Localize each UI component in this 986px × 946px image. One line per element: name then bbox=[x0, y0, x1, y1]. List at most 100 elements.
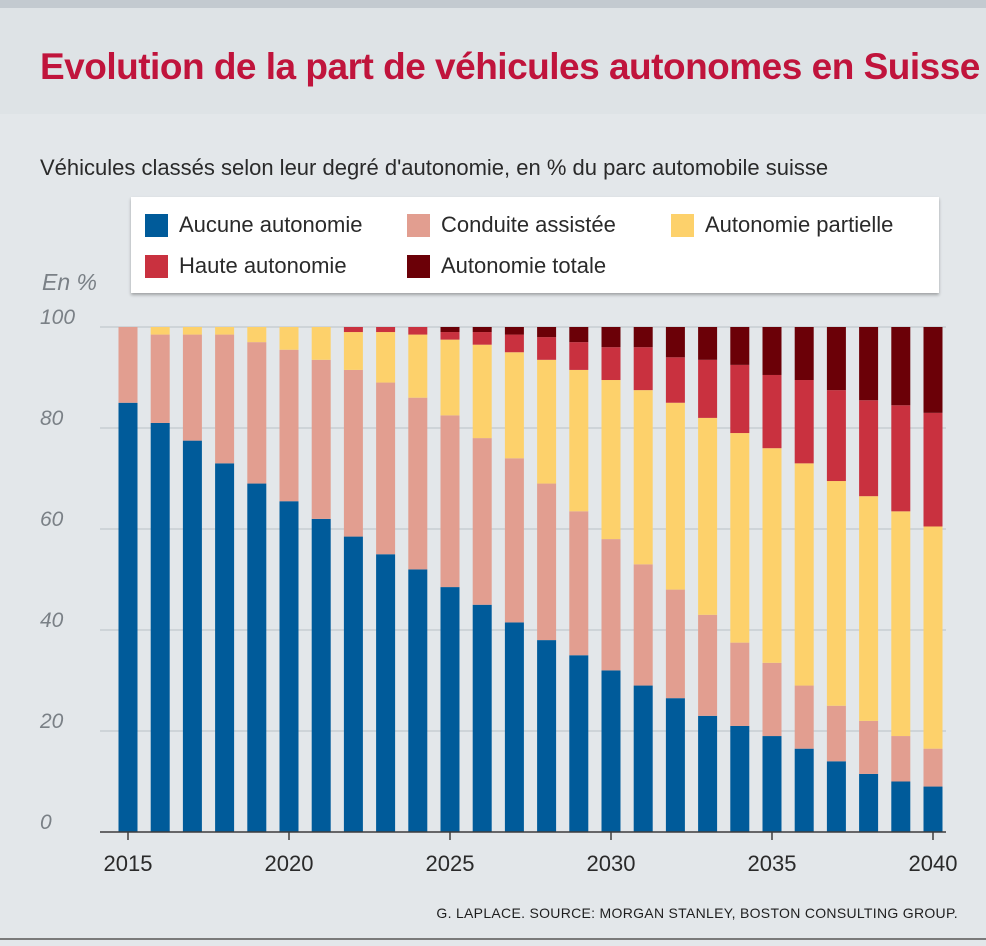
bar-2024-haute-autonomie bbox=[408, 327, 428, 335]
bar-2019-autonomie-partielle bbox=[247, 327, 267, 343]
bar-2025-conduite-assistee bbox=[440, 415, 460, 588]
bar-2025-autonomie-partielle bbox=[440, 339, 460, 416]
bar-stack-2016 bbox=[150, 327, 170, 832]
bar-stack-2026 bbox=[472, 327, 492, 832]
bar-2016-autonomie-partielle bbox=[150, 327, 170, 335]
bar-2023-haute-autonomie bbox=[376, 327, 396, 333]
legend-item-autonomie-partielle: Autonomie partielle bbox=[671, 211, 893, 239]
x-tick-label-2025: 2025 bbox=[426, 851, 475, 876]
bar-2026-autonomie-partielle bbox=[472, 344, 492, 439]
legend-item-conduite-assistee: Conduite assistée bbox=[407, 211, 616, 239]
legend-item-autonomie-totale: Autonomie totale bbox=[407, 252, 606, 280]
bar-2031-haute-autonomie bbox=[633, 347, 653, 391]
bar-2040-haute-autonomie bbox=[923, 412, 943, 527]
bar-2033-autonomie-totale bbox=[698, 327, 718, 360]
legend-swatch-autonomie-totale bbox=[407, 254, 430, 278]
bar-2035-autonomie-partielle bbox=[762, 448, 782, 663]
legend-label-conduite-assistee: Conduite assistée bbox=[441, 212, 616, 237]
bar-2028-autonomie-partielle bbox=[537, 359, 557, 484]
bar-stack-2019 bbox=[247, 327, 267, 832]
legend-label-autonomie-totale: Autonomie totale bbox=[441, 253, 607, 278]
bar-stack-2025 bbox=[440, 327, 460, 832]
bar-2029-haute-autonomie bbox=[569, 342, 589, 370]
bar-2024-autonomie-partielle bbox=[408, 334, 428, 398]
bar-stack-2022 bbox=[343, 327, 363, 832]
bar-2038-autonomie-partielle bbox=[859, 496, 879, 721]
bar-stack-2018 bbox=[215, 327, 235, 832]
legend-label-autonomie-partielle: Autonomie partielle bbox=[705, 212, 894, 237]
bar-2034-haute-autonomie bbox=[730, 364, 750, 434]
legend-item-haute-autonomie: Haute autonomie bbox=[145, 252, 347, 280]
bar-2021-conduite-assistee bbox=[311, 359, 331, 519]
x-tick-label-2030: 2030 bbox=[587, 851, 636, 876]
bar-2028-autonomie-totale bbox=[537, 327, 557, 338]
bar-2036-autonomie-partielle bbox=[794, 463, 814, 686]
bar-2040-autonomie-totale bbox=[923, 327, 943, 413]
bar-2023-aucune-autonomie bbox=[376, 554, 396, 832]
chart-subtitle: Véhicules classés selon leur degré d'aut… bbox=[40, 155, 829, 180]
bar-2032-autonomie-partielle bbox=[665, 402, 685, 590]
bar-2036-haute-autonomie bbox=[794, 380, 814, 464]
bar-2040-conduite-assistee bbox=[923, 748, 943, 787]
bar-stack-2037 bbox=[826, 327, 846, 832]
bar-2016-conduite-assistee bbox=[150, 334, 170, 423]
bar-2030-haute-autonomie bbox=[601, 347, 621, 381]
bar-2038-autonomie-totale bbox=[859, 327, 879, 401]
chart-title: Evolution de la part de véhicules autono… bbox=[40, 46, 980, 87]
bar-2033-haute-autonomie bbox=[698, 359, 718, 418]
bottom-rule bbox=[0, 938, 986, 940]
bar-2037-autonomie-partielle bbox=[826, 481, 846, 706]
bar-stack-2038 bbox=[859, 327, 879, 832]
source-credit: G. LAPLACE. SOURCE: MORGAN STANLEY, BOST… bbox=[436, 905, 958, 921]
x-tick-label-2040: 2040 bbox=[909, 851, 958, 876]
bar-2027-autonomie-totale bbox=[504, 327, 524, 335]
bar-2022-aucune-autonomie bbox=[343, 536, 363, 832]
bar-2025-autonomie-totale bbox=[440, 327, 460, 333]
bar-2027-conduite-assistee bbox=[504, 458, 524, 623]
legend-label-haute-autonomie: Haute autonomie bbox=[179, 253, 347, 278]
bar-2026-autonomie-totale bbox=[472, 327, 492, 333]
bar-2037-conduite-assistee bbox=[826, 705, 846, 762]
bar-2039-autonomie-partielle bbox=[891, 511, 911, 737]
bar-2037-autonomie-totale bbox=[826, 327, 846, 391]
legend-swatch-autonomie-partielle bbox=[671, 213, 694, 237]
bar-2039-conduite-assistee bbox=[891, 736, 911, 782]
bar-stack-2017 bbox=[182, 327, 202, 833]
bar-2024-aucune-autonomie bbox=[408, 569, 428, 832]
bar-stack-2036 bbox=[794, 327, 814, 832]
bar-2031-conduite-assistee bbox=[633, 564, 653, 686]
bar-2032-autonomie-totale bbox=[665, 327, 685, 358]
bar-2030-autonomie-totale bbox=[601, 327, 621, 348]
bar-2020-autonomie-partielle bbox=[279, 327, 299, 350]
bar-stack-2015 bbox=[118, 327, 138, 832]
bar-2019-conduite-assistee bbox=[247, 342, 267, 484]
bar-2030-conduite-assistee bbox=[601, 539, 621, 671]
bar-2034-autonomie-partielle bbox=[730, 433, 750, 643]
y-tick-label-60: 60 bbox=[40, 508, 64, 531]
bar-2040-autonomie-partielle bbox=[923, 526, 943, 749]
bar-2028-aucune-autonomie bbox=[537, 640, 557, 832]
x-tick-label-2035: 2035 bbox=[748, 851, 797, 876]
bar-2039-haute-autonomie bbox=[891, 405, 911, 512]
bar-2034-autonomie-totale bbox=[730, 327, 750, 365]
bar-stack-2027 bbox=[504, 327, 524, 832]
bar-stack-2040 bbox=[923, 327, 943, 832]
bar-2032-aucune-autonomie bbox=[665, 698, 685, 832]
bar-2029-conduite-assistee bbox=[569, 511, 589, 656]
bar-stack-2020 bbox=[279, 327, 299, 832]
bar-2022-conduite-assistee bbox=[343, 369, 363, 537]
x-tick-label-2020: 2020 bbox=[265, 851, 314, 876]
bar-2022-autonomie-partielle bbox=[343, 332, 363, 370]
bar-2027-autonomie-partielle bbox=[504, 352, 524, 459]
bar-2015-aucune-autonomie bbox=[118, 402, 138, 832]
bar-2021-autonomie-partielle bbox=[311, 327, 331, 360]
bar-2035-haute-autonomie bbox=[762, 374, 782, 449]
bar-2038-conduite-assistee bbox=[859, 720, 879, 774]
bar-2018-conduite-assistee bbox=[215, 334, 235, 464]
bar-2017-aucune-autonomie bbox=[182, 440, 202, 833]
legend-swatch-haute-autonomie bbox=[145, 254, 168, 278]
bar-2019-aucune-autonomie bbox=[247, 483, 267, 832]
legend-swatch-aucune-autonomie bbox=[145, 213, 168, 237]
bar-2017-conduite-assistee bbox=[182, 334, 202, 441]
bar-2031-autonomie-partielle bbox=[633, 390, 653, 565]
